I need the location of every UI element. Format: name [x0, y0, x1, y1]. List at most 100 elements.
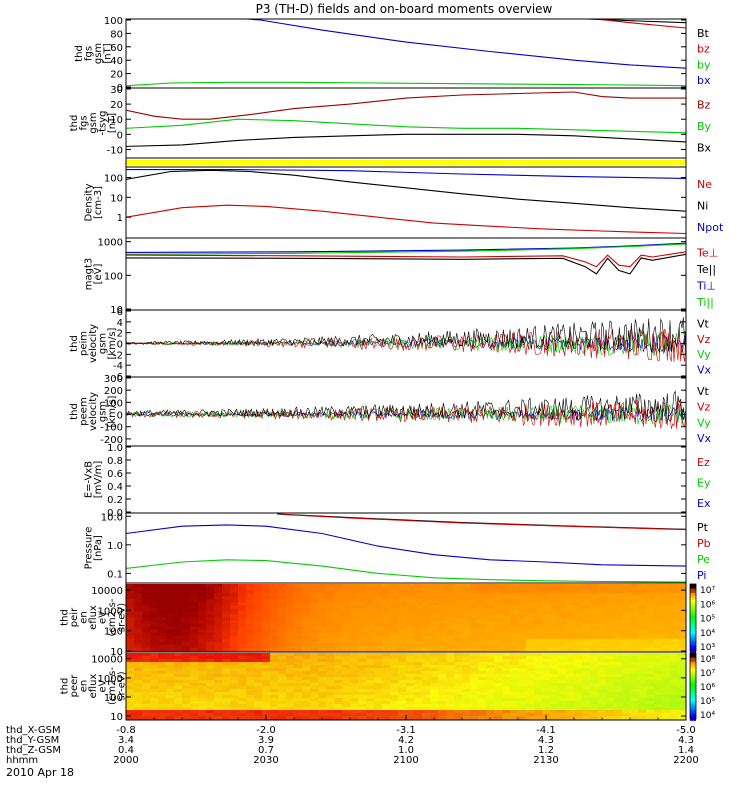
y-axis-label: Density — [83, 183, 94, 221]
ephemeris-value: 1.2 — [538, 745, 554, 756]
panel-efield: 0.0 0.2 0.4 0.6 0.8 1.0 E=-VxB[mV/m] Ez Ey Ex — [83, 443, 711, 519]
y-tick-label: 100 — [104, 398, 123, 409]
y-tick-label: 100 — [104, 627, 123, 638]
y-axis-label: eflux — [88, 605, 99, 630]
y-tick-label: 10000 — [91, 586, 123, 597]
series-line — [126, 242, 686, 253]
legend-ez: Ez — [697, 456, 710, 469]
y-tick-label: 10 — [110, 647, 123, 658]
y-axis-label: (cm2-s- — [107, 667, 118, 705]
legend-vz: Vz — [697, 401, 711, 414]
y-axis-label: thd — [60, 678, 71, 695]
ephemeris-value: -4.1 — [536, 725, 556, 736]
y-axis-label: gsm — [98, 333, 109, 354]
y-tick-label: 0 — [117, 83, 123, 94]
legend-vx: Vx — [697, 363, 712, 376]
heatmap-peir_spectrogram — [126, 584, 686, 652]
y-tick-label: 0.1 — [107, 569, 123, 580]
y-tick-label: 10 — [110, 115, 123, 126]
y-axis-label: [cm-3] — [93, 186, 104, 219]
y-tick-label: -200 — [100, 435, 123, 446]
series-vz — [126, 399, 686, 429]
panel-pressure: 10.0 1.0 0.1 Pressure[nPa] Pt Pb Pe Pi — [83, 512, 711, 584]
legend-by: By — [697, 120, 712, 133]
y-tick-label: 100 — [104, 693, 123, 704]
panel-frame — [125, 237, 687, 311]
series-line — [126, 169, 686, 212]
y-axis-label: [nT] — [107, 113, 118, 133]
x-tick-label: 2000 — [113, 755, 138, 766]
x-tick-label: 2130 — [533, 755, 558, 766]
y-axis-label: thd — [69, 335, 80, 352]
y-tick-label: 100 — [104, 16, 123, 27]
ephemeris-value: -5.0 — [676, 725, 696, 736]
y-axis-label: gsm — [88, 112, 99, 133]
y-axis-label: velocity — [88, 324, 99, 363]
y-axis-label: peim — [79, 331, 90, 356]
y-tick-label: 20 — [110, 70, 123, 81]
y-tick-label: -10 — [107, 145, 123, 156]
ephemeris-value: 3.9 — [258, 735, 274, 746]
colorbar-tick: 10⁷ — [700, 586, 715, 596]
y-tick-label: 0 — [117, 340, 123, 351]
quality-flag-bar — [126, 160, 686, 165]
legend-bz: Bz — [697, 99, 711, 112]
y-tick-label: 100 — [104, 271, 123, 282]
y-tick-label: 0.8 — [107, 456, 123, 467]
y-tick-label: 10 — [110, 193, 123, 204]
heatmap-peer_spectrogram — [126, 653, 686, 720]
figure-title: P3 (TH-D) fields and on-board moments ov… — [256, 2, 553, 16]
series-group — [126, 242, 686, 275]
series-vz — [126, 326, 686, 362]
series-line — [126, 81, 686, 87]
y-axis-label: thd — [74, 45, 85, 62]
y-axis-label: [nPa] — [93, 535, 104, 561]
legend-pe: Pe — [697, 553, 710, 566]
y-tick-label: 1000 — [98, 606, 123, 617]
y-axis-label: sr-eV) — [117, 603, 128, 632]
y-tick-label: 1.0 — [107, 541, 123, 552]
series-line — [126, 251, 686, 268]
series-line — [126, 524, 686, 567]
y-tick-label: 60 — [110, 43, 123, 54]
ephemeris-label: thd_X-GSM — [6, 725, 61, 736]
y-tick-label: 0 — [117, 411, 123, 422]
colorbar-tick: 10⁶ — [700, 600, 715, 610]
legend-bt: Bt — [697, 27, 710, 40]
series-line — [277, 513, 686, 530]
series-line — [282, 513, 686, 531]
y-axis-label: [eV] — [93, 264, 104, 285]
date-label: 2010 Apr 18 — [6, 766, 74, 779]
panel-frame — [125, 512, 687, 584]
colorbar-peir_spectrogram: 10⁷ 10⁶ 10⁵ 10⁴ 10³ — [689, 583, 715, 653]
y-axis-label: Pressure — [83, 527, 94, 570]
y-tick-label: 0 — [117, 130, 123, 141]
y-axis-label: [km/s] — [107, 395, 118, 427]
panel-frame — [125, 166, 687, 239]
series-vy — [126, 330, 686, 357]
legend-vz: Vz — [697, 333, 711, 346]
colorbar-tick: 10³ — [700, 643, 715, 653]
noise-series — [126, 317, 686, 362]
legend-ni: Ni — [697, 200, 708, 213]
series-vt — [126, 390, 686, 422]
y-tick-label: -2 — [113, 350, 123, 361]
legend-ex: Ex — [697, 497, 711, 510]
y-tick-label: 1000 — [98, 674, 123, 685]
y-tick-label: -6 — [113, 372, 123, 383]
ephemeris-footer: thd_X-GSM -0.8 -2.0 -3.1 -4.1 -5.0 thd_Y-GSM 3.… — [6, 715, 699, 766]
colorbar-tick: 10⁸ — [700, 655, 715, 665]
y-tick-label: 80 — [110, 29, 123, 40]
y-axis-label: peer — [69, 674, 80, 698]
y-tick-label: 100 — [104, 173, 123, 184]
x-tick-label: 2200 — [673, 755, 698, 766]
legend-bx: bx — [697, 74, 711, 87]
y-axis-label: [mV/m] — [93, 461, 104, 499]
panel-peir_spectrogram: 10⁷ 10⁶ 10⁵ 10⁴ 10³ 10000 1000 100 10 thdpeirenef… — [60, 582, 715, 658]
y-axis-label: (cm2-s- — [107, 598, 118, 636]
y-tick-label: 0.0 — [107, 508, 123, 519]
x-tick-label: 2100 — [393, 755, 418, 766]
ephemeris-value: 3.4 — [118, 735, 134, 746]
colorbar-tick: 10⁵ — [700, 697, 715, 707]
